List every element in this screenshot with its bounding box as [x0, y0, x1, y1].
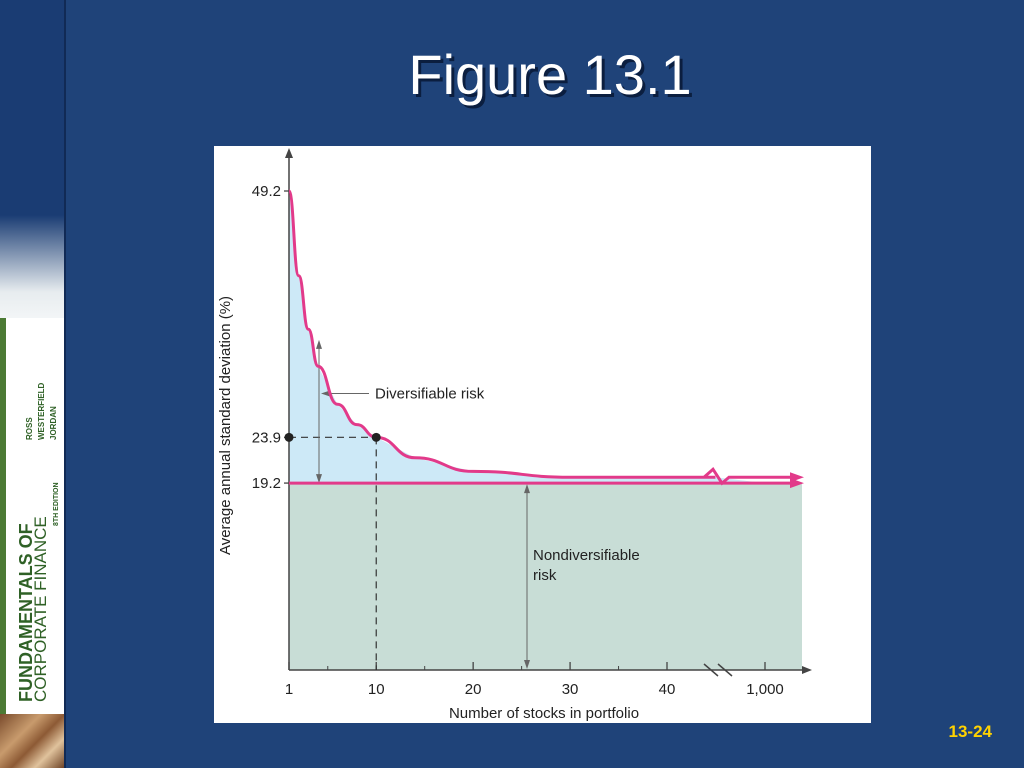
- highlight-point: [371, 432, 381, 442]
- y-tick-label: 49.2: [252, 183, 281, 200]
- nondiversifiable-risk-label: Nondiversifiable risk: [533, 547, 640, 584]
- book-cover-photo: [0, 714, 64, 768]
- book-spine-logo: FUNDAMENTALS OF CORPORATE FINANCE 8TH ED…: [0, 318, 64, 714]
- x-ticks: 1 10 20 30 40 1,000: [285, 662, 784, 698]
- y-axis-marker: [284, 432, 294, 442]
- x-tick-label: 20: [465, 681, 482, 698]
- x-axis-break: [703, 663, 733, 677]
- nondiversifiable-region: [289, 483, 802, 670]
- sidebar-divider: [64, 0, 66, 768]
- x-tick-label: 40: [659, 681, 676, 698]
- y-axis-arrowhead: [285, 148, 293, 158]
- slide-number: 13-24: [948, 722, 992, 741]
- diversifiable-risk-pointer-head: [321, 390, 330, 397]
- slide-title: Figure 13.1: [408, 43, 692, 106]
- y-axis-label: Average annual standard deviation (%): [217, 296, 234, 555]
- book-author-ross: ROSS: [25, 417, 34, 440]
- book-author-jordan: JORDAN: [49, 406, 58, 440]
- y-tick-label: 23.9: [252, 429, 281, 446]
- x-tick-label: 30: [562, 681, 579, 698]
- x-tick-label: 1,000: [746, 681, 784, 698]
- y-tick-label: 19.2: [252, 475, 281, 492]
- x-tick-label: 1: [285, 681, 293, 698]
- diversifiable-risk-label: Diversifiable risk: [375, 386, 485, 403]
- chart-panel: 1 10 20 30 40 1,000 49.2 23.9 19.2 Diversifiabl…: [214, 146, 871, 723]
- x-axis-label: Number of stocks in portfolio: [449, 705, 639, 722]
- x-axis-arrowhead: [802, 666, 812, 674]
- book-series-light: CORPORATE FINANCE: [31, 516, 50, 702]
- book-series-bold: FUNDAMENTALS OF: [16, 523, 36, 702]
- y-ticks: 49.2 23.9 19.2: [252, 183, 289, 492]
- risk-chart: 1 10 20 30 40 1,000 49.2 23.9 19.2 Diversifiabl…: [217, 148, 812, 722]
- book-edition: 8TH EDITION: [53, 482, 60, 526]
- portfolio-risk-curve: [287, 189, 792, 486]
- diversifiable-region: [289, 191, 802, 484]
- curve-arrowheads: [790, 472, 804, 489]
- x-tick-label: 10: [368, 681, 385, 698]
- book-author-westerfield: WESTERFIELD: [37, 382, 46, 440]
